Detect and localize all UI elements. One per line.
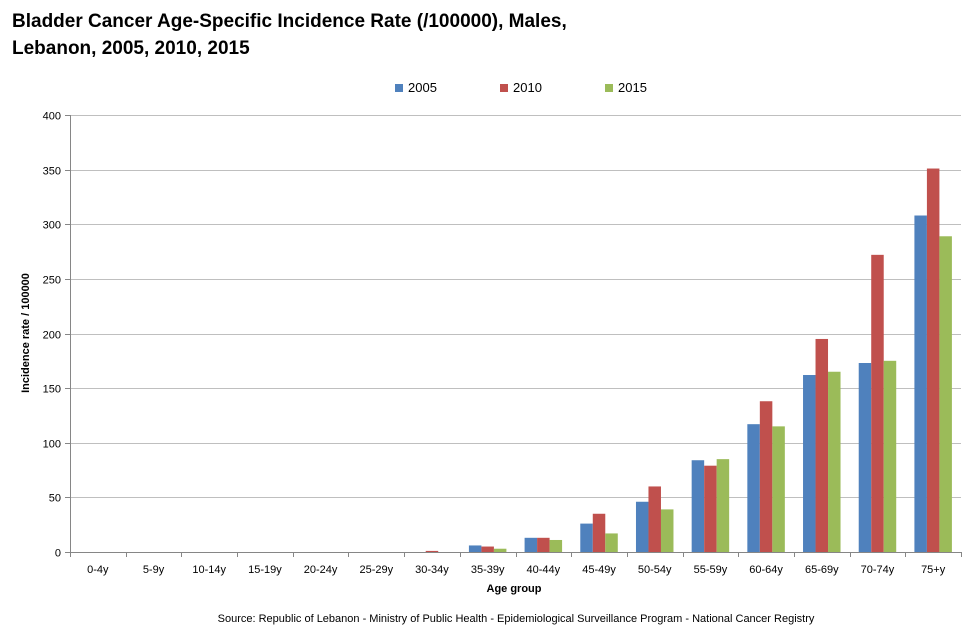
legend-label-2005: 2005 [408,80,437,95]
x-tick-label-50-54y: 50-54y [638,564,672,576]
bar-2005-40-44y [524,537,538,552]
bar-2005-50-54y [635,501,649,552]
x-tick-label-55-59y: 55-59y [694,564,728,576]
chart-title-line-1: Bladder Cancer Age-Specific Incidence Ra… [12,11,567,32]
chart-title: Bladder Cancer Age-Specific Incidence Ra… [12,8,712,62]
bar-2005-55-59y [691,460,705,552]
bar-2010-70-74y [871,254,884,552]
source-note: Source: Republic of Lebanon - Ministry o… [217,613,815,625]
bar-2015-55-59y [716,459,730,552]
bar-2010-30-34y [425,550,439,552]
bar-2010-40-44y [537,537,550,552]
legend-swatch-2010 [500,83,508,92]
x-axis-title: Age group [486,583,542,595]
bar-2010-50-54y [648,486,661,552]
legend-item-2010: 2010 [500,80,542,95]
y-tick-label-150: 150 [43,384,61,396]
bar-2010-65-69y [815,338,829,552]
y-tick-label-350: 350 [43,166,61,178]
x-tick-label-60-64y: 60-64y [749,564,783,576]
chart-legend: 2005 2010 2015 [0,80,976,98]
x-tick-label-10-14y: 10-14y [192,564,226,576]
x-tick-label-40-44y: 40-44y [527,564,561,576]
legend-swatch-2005 [395,83,403,92]
bar-2015-60-64y [772,426,785,552]
bar-2010-60-64y [759,401,773,552]
bar-2010-35-39y [481,546,494,552]
y-tick-label-50: 50 [49,493,61,505]
bar-2005-65-69y [803,375,816,552]
legend-label-2015: 2015 [618,80,647,95]
bar-2010-45-49y [592,513,606,552]
bar-2015-45-49y [605,533,618,552]
x-tick-label-0-4y: 0-4y [87,564,109,576]
legend-item-2005: 2005 [395,80,437,95]
bar-2015-65-69y [828,371,841,552]
legend-label-2010: 2010 [513,80,542,95]
y-tick-label-0: 0 [55,548,61,560]
y-tick-label-100: 100 [43,439,61,451]
x-tick-label-5-9y: 5-9y [143,564,165,576]
y-tick-label-400: 400 [43,111,61,123]
bar-2010-75+y [926,168,940,552]
bar-2015-75+y [939,236,952,552]
x-tick-label-45-49y: 45-49y [582,564,616,576]
x-tick-label-70-74y: 70-74y [861,564,895,576]
y-tick-label-300: 300 [43,220,61,232]
bar-2015-40-44y [549,539,563,552]
x-tick-label-25-29y: 25-29y [359,564,393,576]
x-tick-label-65-69y: 65-69y [805,564,839,576]
bar-2005-75+y [914,215,927,552]
legend-swatch-2015 [605,83,613,92]
bar-2015-70-74y [883,360,897,552]
bar-2015-50-54y [660,509,674,552]
bar-2005-70-74y [858,363,872,552]
chart-title-line-2: Lebanon, 2005, 2010, 2015 [12,38,250,59]
bar-2005-60-64y [747,424,760,552]
bar-2005-35-39y [468,545,482,552]
bar-2005-45-49y [580,523,593,552]
y-axis-title: Incidence rate / 100000 [20,273,32,393]
legend-item-2015: 2015 [605,80,647,95]
y-tick-label-200: 200 [43,330,61,342]
bar-2010-55-59y [704,465,717,552]
x-tick-label-20-24y: 20-24y [304,564,338,576]
x-tick-label-30-34y: 30-34y [415,564,449,576]
x-tick-label-15-19y: 15-19y [248,564,282,576]
bar-2015-35-39y [493,548,507,552]
x-tick-label-35-39y: 35-39y [471,564,505,576]
x-tick-label-75+y: 75+y [921,564,946,576]
y-tick-label-250: 250 [43,275,61,287]
